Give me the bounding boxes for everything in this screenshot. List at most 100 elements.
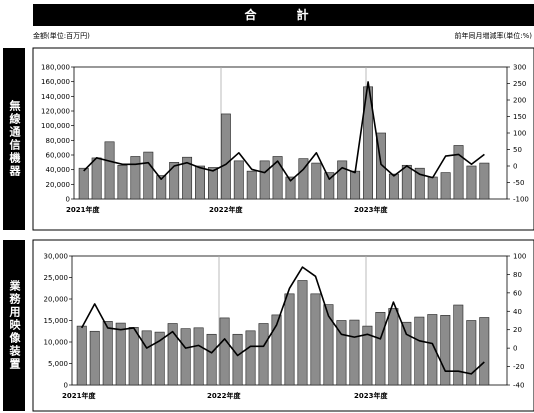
bar — [479, 317, 490, 386]
bar — [388, 173, 399, 200]
bar — [297, 280, 308, 386]
bar — [167, 323, 178, 386]
side-label-wireless: 無線通信機器 — [3, 48, 25, 230]
bar — [298, 158, 309, 200]
bar — [323, 304, 334, 386]
unit-label-left: 金額(単位:百万円) — [33, 32, 90, 40]
bar — [78, 167, 89, 200]
bar — [427, 314, 438, 386]
bar — [89, 330, 100, 386]
bar — [220, 113, 231, 200]
chart-frame-1 — [32, 47, 534, 231]
y-left-tick-label: 20,000 — [46, 181, 71, 189]
bar — [141, 330, 152, 386]
bar — [259, 160, 270, 200]
y-left-tick-label: 10,000 — [44, 339, 69, 347]
y-right-tick-label: 0 — [513, 163, 517, 171]
x-tick-label: 2022年度 — [209, 205, 243, 214]
y-left-tick-label: 40,000 — [46, 166, 71, 174]
bar — [102, 321, 113, 386]
bar — [117, 164, 128, 200]
y-right-tick-label: 0 — [513, 345, 517, 353]
side-label-video: 業務用映像装置 — [3, 240, 25, 411]
y-left-tick-label: 0 — [64, 382, 68, 390]
bar — [453, 145, 464, 200]
bar — [271, 314, 282, 386]
bar — [207, 167, 218, 200]
bar — [324, 172, 335, 200]
y-left-tick-label: 140,000 — [41, 93, 70, 101]
bar — [311, 162, 322, 200]
bar — [401, 321, 412, 386]
y-right-tick-label: 20 — [513, 326, 522, 334]
y-right-tick-label: 40 — [513, 308, 522, 316]
bar — [128, 327, 139, 386]
bar — [130, 156, 141, 200]
bar — [285, 176, 296, 200]
y-left-tick-label: 15,000 — [44, 317, 69, 325]
y-right-tick-label: 200 — [513, 97, 526, 105]
bar — [156, 175, 167, 200]
y-left-tick-label: 80,000 — [46, 137, 71, 145]
bar — [180, 328, 191, 386]
bar — [401, 164, 412, 200]
y-right-tick-label: 60 — [513, 289, 522, 297]
bar — [349, 319, 360, 386]
bar — [479, 162, 490, 200]
bar — [310, 293, 321, 386]
y-right-tick-label: 300 — [513, 64, 526, 72]
y-left-tick-label: 60,000 — [46, 152, 71, 160]
bar — [233, 160, 244, 200]
y-right-tick-label: 80 — [513, 271, 522, 279]
y-left-tick-label: 20,000 — [44, 296, 69, 304]
bar — [219, 317, 230, 386]
bar — [206, 333, 217, 386]
y-right-tick-label: -20 — [513, 363, 524, 371]
x-tick-label: 2021年度 — [66, 205, 100, 214]
x-tick-label: 2021年度 — [62, 391, 96, 400]
bar — [232, 333, 243, 386]
y-right-tick-label: 250 — [513, 80, 526, 88]
x-tick-label: 2022年度 — [207, 391, 241, 400]
bar — [466, 320, 477, 386]
bar — [466, 165, 477, 200]
y-left-tick-label: 30,000 — [44, 253, 69, 261]
y-right-tick-label: 100 — [513, 253, 526, 261]
bar — [427, 176, 438, 200]
y-left-tick-label: 120,000 — [41, 108, 70, 116]
yoy-change-line — [83, 81, 485, 182]
yoy-change-line — [80, 266, 485, 375]
y-left-tick-label: 180,000 — [41, 64, 70, 72]
y-left-tick-label: 0 — [66, 196, 70, 204]
bar — [245, 330, 256, 386]
y-right-tick-label: 50 — [513, 146, 522, 154]
y-right-tick-label: -50 — [513, 179, 524, 187]
bar — [362, 325, 373, 386]
bar — [272, 156, 283, 200]
y-left-tick-label: 25,000 — [44, 274, 69, 282]
bar — [388, 308, 399, 386]
bar — [169, 162, 180, 200]
bar — [440, 172, 451, 200]
bar — [440, 315, 451, 386]
chart-title: 合 計 — [33, 4, 534, 26]
unit-label-right: 前年同月増減率(単位:%) — [454, 32, 532, 40]
x-tick-label: 2023年度 — [354, 205, 388, 214]
bar — [284, 293, 295, 386]
bar — [193, 327, 204, 386]
bar — [336, 320, 347, 386]
y-right-tick-label: -100 — [513, 196, 529, 204]
bar — [376, 132, 386, 200]
bar — [453, 304, 464, 386]
bar — [375, 312, 386, 386]
bar — [143, 151, 154, 200]
bar — [182, 156, 193, 200]
y-right-tick-label: 100 — [513, 130, 526, 138]
bar — [337, 160, 348, 200]
y-left-tick-label: 5,000 — [48, 360, 68, 368]
bar — [91, 157, 102, 200]
y-right-tick-label: 150 — [513, 113, 526, 121]
bar — [414, 316, 425, 386]
y-left-tick-label: 160,000 — [41, 78, 70, 86]
